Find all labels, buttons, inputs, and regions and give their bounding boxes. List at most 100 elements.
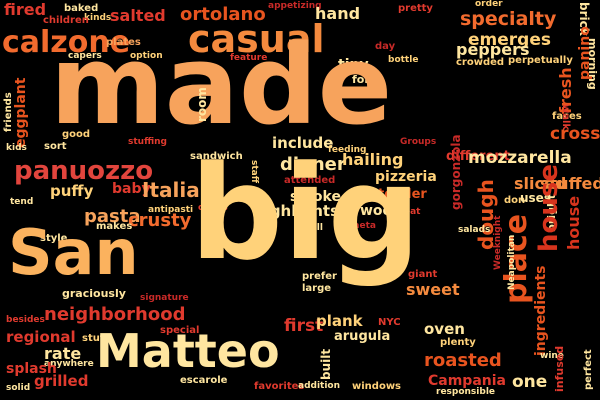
word-uses: uses	[520, 191, 551, 205]
word-grilled: grilled	[34, 372, 89, 390]
word-tend: tend	[10, 197, 34, 207]
word-perfect: perfect	[583, 349, 594, 390]
word-small: small	[296, 223, 323, 233]
word-groups: Groups	[400, 137, 437, 147]
word-sort: sort	[44, 141, 67, 152]
word-tiny: tiny	[338, 57, 369, 73]
word-baby: baby	[112, 181, 151, 197]
word-regional: regional	[6, 328, 76, 346]
word-plates: plates	[106, 37, 141, 48]
word-include: include	[272, 134, 334, 152]
word-kids: kids	[6, 143, 27, 153]
word-campania: Campania	[428, 373, 506, 389]
word-pasta: pasta	[84, 206, 141, 227]
word-day: day	[375, 41, 396, 52]
word-matteo: Matteo	[96, 324, 280, 378]
word-dough: house	[564, 195, 583, 250]
word-favorites: favorites	[254, 381, 305, 392]
word-splash: splash	[6, 361, 57, 377]
word-prefer: prefer	[302, 271, 337, 282]
word-panuozzo: panuozzo	[14, 156, 154, 186]
word-salads: salads	[458, 225, 491, 235]
word-makes: makes	[96, 221, 133, 232]
word-order: order	[475, 0, 503, 9]
word-tender: tender	[378, 187, 427, 202]
word-special: special	[160, 325, 200, 336]
word-hailing: hailing	[342, 150, 404, 169]
word-stuffed: stuffed	[540, 174, 600, 193]
word-big: big	[190, 137, 421, 289]
word-one: one	[512, 372, 548, 392]
word-solid: solid	[6, 383, 31, 393]
word-baked: baked	[64, 3, 99, 14]
word-panino: panino	[577, 26, 593, 80]
word-graciously: graciously	[62, 287, 126, 300]
word-giant: giant	[408, 269, 438, 280]
word-san: San	[8, 216, 139, 289]
word-cross: cross	[550, 124, 600, 144]
word-salted: salted	[110, 6, 166, 25]
word-eggplant: eggplant	[13, 77, 29, 148]
word-wood: wood	[360, 203, 403, 219]
word-perpetually: perpetually	[508, 55, 573, 66]
word-highlights: highlights	[254, 202, 340, 220]
word-option: option	[130, 51, 163, 61]
word-responsible: responsible	[436, 387, 496, 397]
word-style: style	[40, 233, 68, 244]
word-nyc: NYC	[378, 317, 401, 328]
word-neighborhood: neighborhood	[44, 304, 186, 325]
word-mozzarella: mozzarella	[468, 148, 572, 168]
word-sweet: sweet	[406, 280, 460, 299]
word-hand: hand	[315, 4, 361, 23]
word-puffy: puffy	[50, 182, 94, 200]
word-built: built	[319, 348, 333, 380]
word-kinds: kinds	[84, 13, 112, 23]
word-crowded: crowded	[456, 57, 505, 68]
word-attended: attended	[284, 175, 336, 186]
word-rate: rate	[44, 344, 82, 363]
word-large: large	[302, 283, 332, 294]
word-casual: casual	[188, 17, 325, 61]
word-capers: capers	[68, 51, 102, 61]
word-emerges: emerges	[468, 30, 551, 50]
word-ingredients: ingredients	[533, 265, 549, 357]
word-children: children	[43, 15, 89, 26]
word-appetizing: appetizing	[268, 1, 322, 11]
word-good: good	[62, 129, 91, 140]
word-crusty: crusty	[128, 210, 192, 231]
word-eat: eat	[404, 207, 421, 217]
word-peppers: peppers	[456, 40, 530, 59]
word-feeding: feeding	[328, 145, 367, 155]
word-calzone: calzone	[2, 25, 131, 60]
word-different: different	[446, 149, 510, 164]
word-pretty: pretty	[398, 3, 433, 14]
word-anywhere: anywhere	[44, 359, 94, 369]
word-dinner: dinner	[280, 154, 346, 175]
word-smoke: smoke	[290, 189, 341, 205]
word-don: don	[504, 195, 526, 206]
word-addition: addition	[298, 381, 341, 391]
word-olives: olives	[198, 203, 228, 213]
word-plank: plank	[316, 312, 363, 330]
word-escarole: escarole	[180, 375, 228, 386]
word-made: made	[50, 21, 393, 149]
word-gaeta: Gaeta	[346, 221, 376, 231]
word-room: room	[195, 87, 209, 122]
word-oven: oven	[424, 320, 465, 338]
word-signature: signature	[140, 293, 189, 303]
word-plenty: plenty	[440, 337, 476, 348]
word-roasted: roasted	[424, 350, 502, 371]
word-sandwich: sandwich	[190, 151, 243, 162]
word-arugula: arugula	[334, 329, 391, 344]
word-bottle: bottle	[388, 55, 419, 65]
word-feature: feature	[230, 53, 268, 63]
word-italian: Italian	[142, 178, 214, 202]
word-first: first	[284, 316, 324, 336]
word-windows: windows	[352, 381, 402, 392]
word-pizzeria: pizzeria	[375, 169, 437, 185]
word-infused: infused	[553, 345, 566, 392]
word-wine: wine	[540, 351, 564, 361]
word-ortolano: ortolano	[180, 4, 266, 25]
word-neapolitan: Neapolitan	[507, 234, 517, 290]
